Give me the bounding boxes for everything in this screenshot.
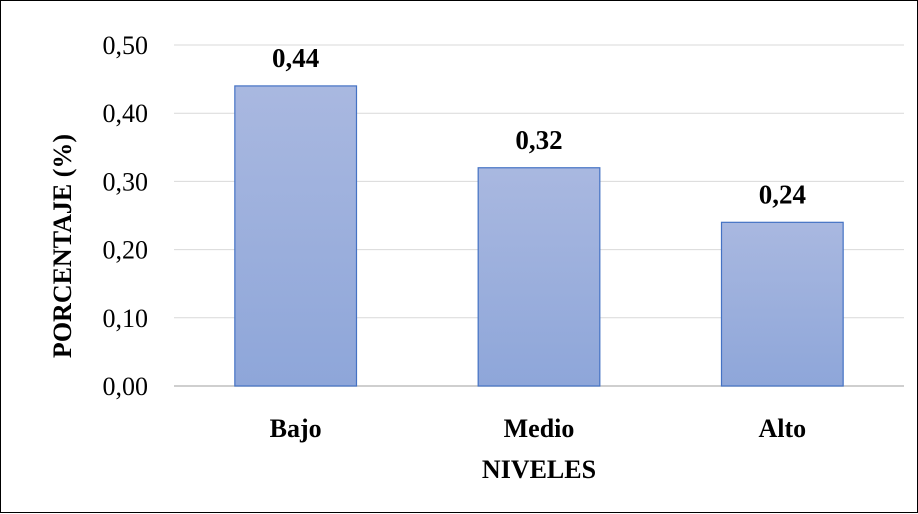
bars xyxy=(234,85,844,387)
x-tick-label: Bajo xyxy=(270,414,322,443)
y-axis-title: PORCENTAJE (%) xyxy=(48,134,77,358)
y-tick-labels: 0,00 0,10 0,20 0,30 0,40 0,50 xyxy=(103,31,149,401)
data-label: 0,44 xyxy=(272,43,319,73)
data-label: 0,24 xyxy=(759,179,806,209)
bar-bajo xyxy=(234,85,358,387)
bar-alto xyxy=(720,221,844,387)
y-tick-label: 0,00 xyxy=(103,372,149,401)
y-tick-label: 0,40 xyxy=(103,99,149,128)
y-tick-label: 0,10 xyxy=(103,304,149,333)
bar-medio xyxy=(477,167,601,387)
x-tick-label: Medio xyxy=(504,414,575,443)
x-axis-title: NIVELES xyxy=(482,455,596,484)
y-tick-label: 0,20 xyxy=(103,236,149,265)
x-tick-labels: Bajo Medio Alto xyxy=(270,414,807,443)
data-labels: 0,44 0,32 0,24 xyxy=(272,43,806,209)
y-tick-label: 0,50 xyxy=(103,31,149,60)
x-tick-label: Alto xyxy=(758,414,806,443)
data-label: 0,32 xyxy=(515,125,562,155)
y-tick-label: 0,30 xyxy=(103,167,149,196)
